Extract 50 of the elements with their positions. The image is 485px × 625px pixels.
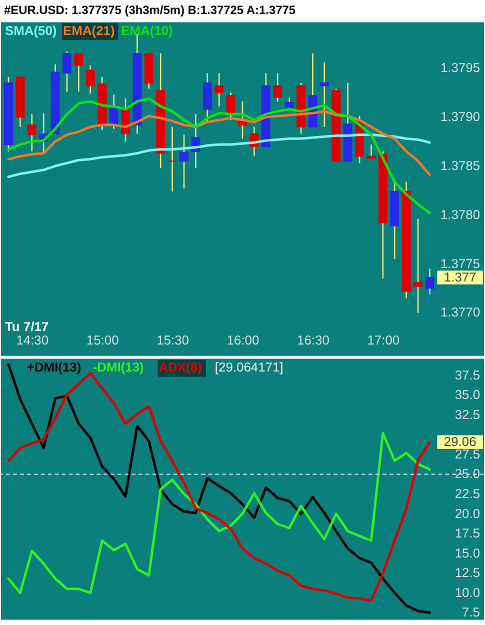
text: EMA(21) xyxy=(63,23,115,38)
candlestick xyxy=(273,72,282,102)
y-tick-label: 37.5 xyxy=(454,367,480,382)
y-tick-label: 1.3790 xyxy=(440,109,480,124)
candlestick xyxy=(109,94,118,130)
candlestick xyxy=(168,126,177,192)
candlestick xyxy=(86,64,95,94)
y-tick-label: 35.0 xyxy=(454,387,480,402)
y-tick-label: 1.3780 xyxy=(440,206,480,222)
annotation: Tu 7/17 xyxy=(4,318,49,334)
candlestick xyxy=(214,72,224,107)
x-tick-label: 15:30 xyxy=(156,332,189,348)
y-tick-label: 1.3785 xyxy=(440,158,480,173)
y-tick-label: 25.0 xyxy=(454,466,480,482)
y-tick-label: 22.5 xyxy=(454,486,480,501)
line-series xyxy=(7,133,431,178)
x-tick-label: 14:30 xyxy=(16,332,49,348)
x-tick-label: 16:00 xyxy=(226,332,260,348)
line-series xyxy=(7,97,431,214)
candlestick xyxy=(366,144,376,159)
line-series xyxy=(7,432,431,594)
y-tick-label: 1.3775 xyxy=(440,256,480,271)
candlestick xyxy=(320,62,329,128)
candlestick xyxy=(180,134,188,190)
y-tick-label: 1.3795 xyxy=(440,60,480,76)
text: EMA(10) xyxy=(121,23,173,38)
text: ADX(8) xyxy=(158,360,202,375)
annotation: [29.064171] xyxy=(214,360,284,375)
chart-title: #EUR.USD: 1.377375 (3h3m/5m) B:1.37725 A:1.3775 xyxy=(4,3,296,18)
y-tick-label: 7.5 xyxy=(462,604,480,620)
candlestick xyxy=(414,218,422,314)
y-tick-label: 20.0 xyxy=(454,506,480,521)
candlestick xyxy=(226,92,236,121)
x-tick-label: 17:00 xyxy=(367,332,400,348)
candlestick xyxy=(425,268,434,295)
candlestick xyxy=(27,114,36,152)
x-tick-label: 15:00 xyxy=(86,332,119,348)
y-tick-label: 12.5 xyxy=(454,565,480,580)
text: SMA(50) xyxy=(4,23,57,38)
y-tick-label: 10.0 xyxy=(454,584,480,600)
y-tick-label: 17.5 xyxy=(454,526,480,541)
text: -DMI(13) xyxy=(92,360,144,375)
series-label: +DMI(13) xyxy=(26,360,82,375)
y-tick-label: 15.0 xyxy=(454,545,480,560)
candlestick xyxy=(74,52,84,92)
annotation: 1.377 xyxy=(444,270,476,285)
y-tick-label: 32.5 xyxy=(454,406,480,422)
candlestick xyxy=(62,50,72,92)
x-tick-label: 16:30 xyxy=(297,332,330,348)
y-tick-label: 1.3770 xyxy=(440,304,480,320)
